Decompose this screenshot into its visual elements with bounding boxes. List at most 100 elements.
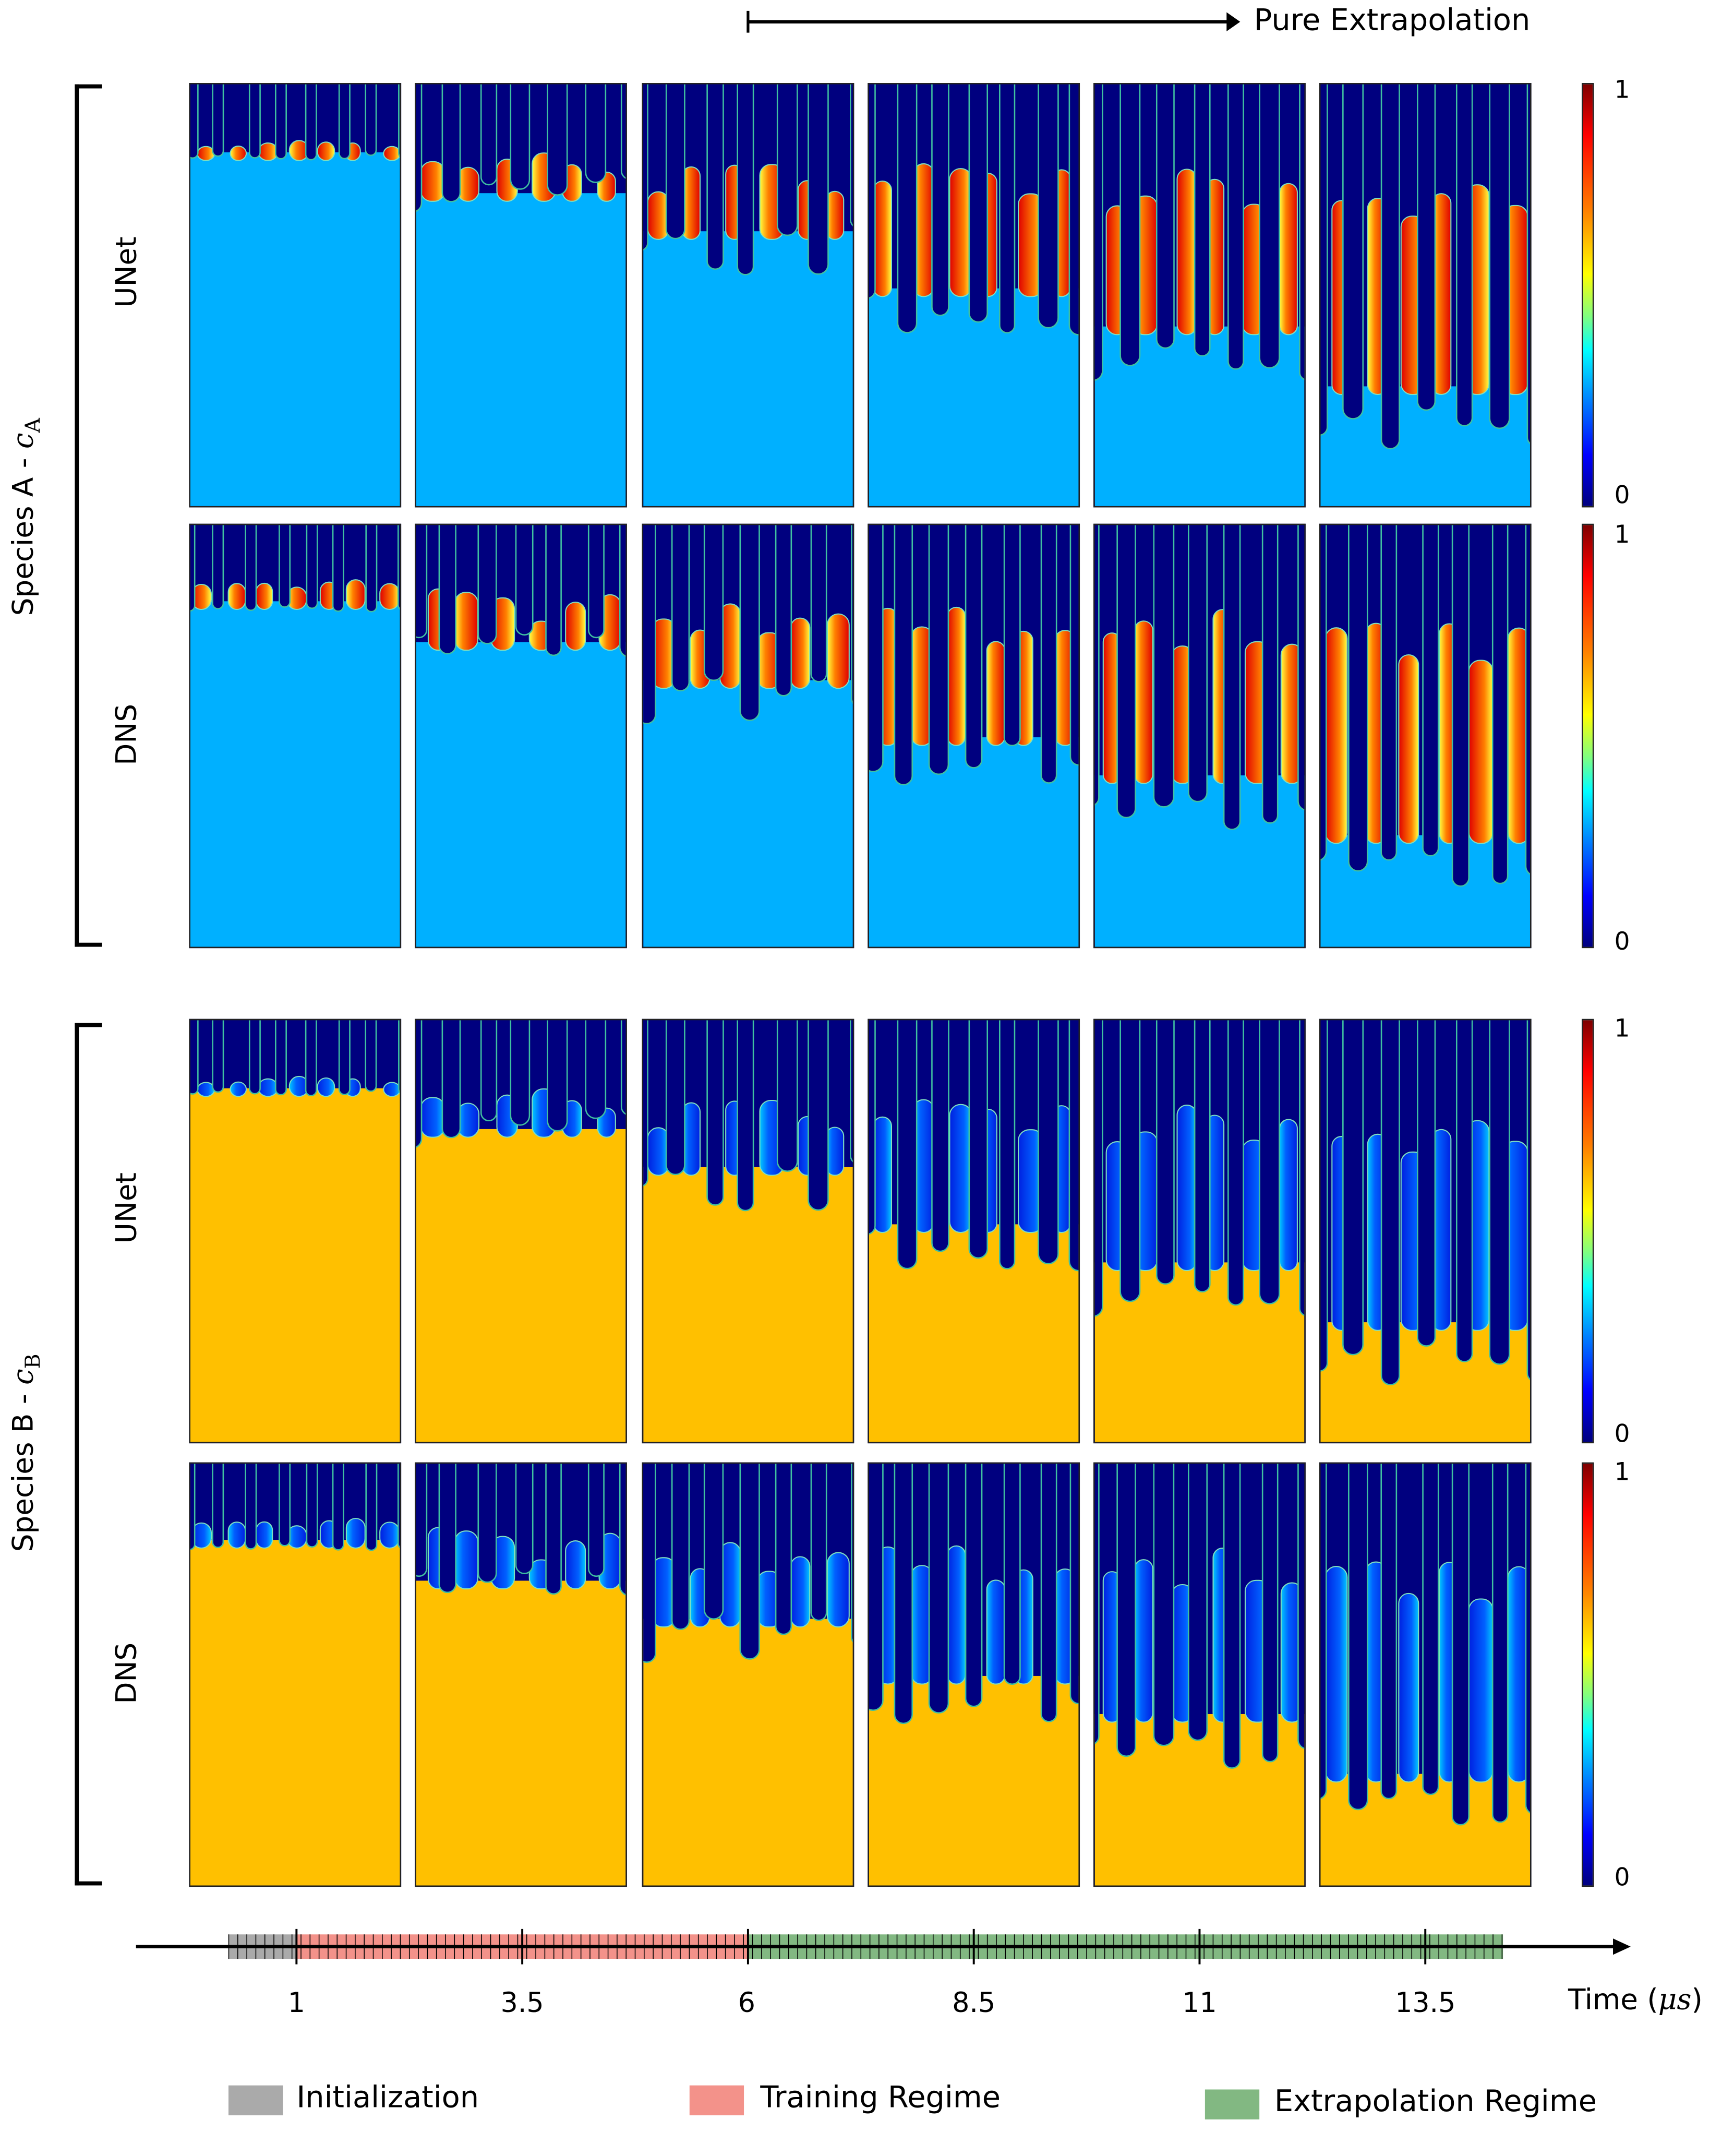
- mixed-plume: [873, 181, 893, 297]
- penetrating-finger: [1194, 84, 1211, 357]
- mixed-plume: [197, 146, 215, 161]
- penetrating-finger: [620, 1020, 626, 1115]
- legend-swatch-training: [689, 2085, 744, 2116]
- penetrating-finger: [1227, 84, 1244, 370]
- bottom-fluid-region: [643, 680, 853, 947]
- bottom-fluid-region: [190, 1540, 400, 1886]
- penetrating-finger: [398, 84, 400, 158]
- mixed-plume: [827, 613, 850, 689]
- penetrating-finger: [587, 525, 605, 639]
- penetrating-finger: [438, 1464, 456, 1594]
- penetrating-finger: [1223, 1464, 1241, 1769]
- panel-b-dns-t3.5: [415, 1462, 627, 1887]
- colorbar-min: 0: [1614, 928, 1630, 956]
- tick-label: 13.5: [1395, 1986, 1456, 2019]
- penetrating-finger: [1422, 525, 1439, 857]
- field-plot: [869, 525, 1079, 947]
- penetrating-finger: [643, 84, 648, 251]
- penetrating-finger: [515, 1464, 534, 1574]
- penetrating-finger: [1261, 1464, 1279, 1763]
- mixed-plume: [454, 592, 479, 651]
- penetrating-finger: [365, 84, 377, 156]
- penetrating-finger: [1526, 1020, 1530, 1381]
- penetrating-finger: [931, 1020, 949, 1252]
- tick-label: 1: [287, 1986, 305, 2019]
- penetrating-finger: [850, 84, 853, 226]
- tick-label: 6: [738, 1986, 755, 2019]
- penetrating-finger: [776, 84, 798, 236]
- penetrating-finger: [1525, 525, 1530, 875]
- mixed-plume: [227, 583, 246, 610]
- penetrating-finger: [416, 84, 423, 212]
- panel-b-dns-t11: [1093, 1462, 1306, 1887]
- penetrating-finger: [279, 525, 291, 608]
- field-plot: [643, 84, 853, 506]
- row-label-a-unet: UNet: [110, 236, 143, 308]
- field-plot: [1094, 84, 1305, 506]
- mixed-plume: [1134, 1559, 1153, 1723]
- penetrating-finger: [894, 1464, 913, 1724]
- penetrating-finger: [438, 525, 456, 655]
- bottom-fluid-region: [643, 231, 853, 506]
- penetrating-finger: [965, 525, 983, 769]
- penetrating-finger: [671, 525, 690, 691]
- penetrating-finger: [1116, 1464, 1136, 1757]
- penetrating-finger: [585, 1020, 607, 1119]
- mixed-plume: [1324, 627, 1348, 844]
- time-axis-arrowhead: [1613, 1938, 1631, 1955]
- time-axis-label-text: Time (: [1568, 1983, 1658, 2016]
- penetrating-finger: [1094, 1464, 1100, 1744]
- penetrating-finger: [808, 1020, 829, 1211]
- penetrating-finger: [338, 1020, 351, 1095]
- penetrating-finger: [620, 84, 626, 179]
- penetrating-finger: [1320, 1020, 1328, 1372]
- penetrating-finger: [547, 1020, 568, 1132]
- panel-a-dns-t6: [642, 523, 854, 949]
- penetrating-finger: [212, 525, 224, 610]
- penetrating-finger: [1038, 1020, 1059, 1265]
- penetrating-finger: [775, 1464, 792, 1635]
- penetrating-finger: [510, 1020, 531, 1126]
- field-plot: [1094, 525, 1305, 947]
- penetrating-finger: [1489, 84, 1510, 429]
- penetrating-finger: [850, 1020, 853, 1163]
- penetrating-finger: [480, 1020, 498, 1122]
- tick-label: 3.5: [500, 1986, 544, 2019]
- penetrating-finger: [1489, 1020, 1510, 1365]
- field-plot: [869, 1020, 1079, 1442]
- penetrating-finger: [190, 1464, 196, 1551]
- penetrating-finger: [869, 1464, 884, 1711]
- penetrating-finger: [1003, 525, 1021, 747]
- field-plot: [869, 1464, 1079, 1886]
- field-plot: [416, 84, 626, 506]
- time-axis-unit: μs: [1658, 1983, 1692, 2016]
- mixed-plume: [256, 582, 273, 610]
- panel-b-dns-t1: [189, 1462, 402, 1887]
- penetrating-finger: [365, 525, 378, 613]
- penetrating-finger: [1119, 84, 1141, 366]
- species-a-prefix: Species A -: [6, 449, 40, 616]
- panel-b-dns-t6: [642, 1462, 854, 1887]
- mixed-plume: [345, 579, 366, 610]
- penetrating-finger: [1223, 525, 1241, 830]
- penetrating-finger: [643, 1020, 648, 1187]
- penetrating-finger: [510, 84, 531, 190]
- field-plot: [416, 525, 626, 947]
- penetrating-finger: [1342, 84, 1364, 420]
- panel-a-unet-t1: [189, 83, 402, 508]
- mixed-plume: [1398, 1592, 1419, 1783]
- mixed-plume: [227, 1522, 246, 1549]
- colorbar-max: 1: [1614, 1458, 1630, 1487]
- field-plot: [190, 1464, 400, 1886]
- penetrating-finger: [365, 1464, 378, 1551]
- legend-swatch-initialization: [228, 2085, 283, 2116]
- panel-a-dns-t13.5: [1319, 523, 1532, 949]
- penetrating-finger: [1068, 1020, 1079, 1272]
- penetrating-finger: [665, 1020, 685, 1176]
- mixed-plume: [454, 1530, 479, 1590]
- penetrating-finger: [1455, 1020, 1473, 1362]
- penetrating-finger: [1094, 1020, 1103, 1317]
- penetrating-finger: [739, 525, 760, 721]
- mixed-plume: [197, 1082, 215, 1097]
